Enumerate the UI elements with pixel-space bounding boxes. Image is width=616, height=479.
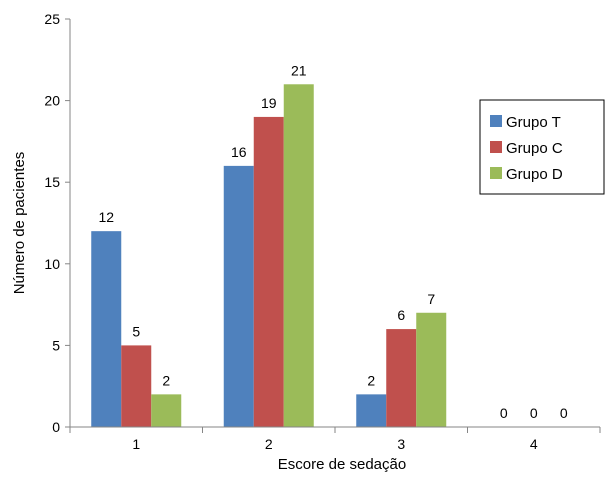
bar-grupo-d-2 [283,84,314,427]
x-axis-ticks: 1 2 3 4 [69,427,601,452]
data-label: 2 [367,372,375,388]
y-tick-label: 25 [44,11,60,27]
y-tick-label: 20 [44,93,60,109]
bar-grupo-t-3 [356,394,387,427]
bars-group: 12 5 2 16 19 21 2 6 7 0 0 0 [91,62,568,428]
data-label: 0 [500,405,508,421]
bar-grupo-t-1 [91,231,122,427]
data-label: 2 [162,372,170,388]
bar-grupo-d-3 [416,312,447,427]
legend-swatch [490,115,502,127]
legend-items: Grupo T Grupo C Grupo D [490,114,563,183]
legend-swatch [490,167,502,179]
x-tick-label: 3 [397,436,405,452]
data-label: 6 [397,307,405,323]
x-axis-label: Escore de sedação [278,456,406,473]
data-label: 0 [560,405,568,421]
x-tick-label: 1 [132,436,140,452]
bar-grupo-c-2 [253,116,284,428]
data-label: 21 [291,62,307,78]
y-tick-label: 10 [44,256,60,272]
x-tick-label: 2 [265,436,273,452]
data-label: 12 [98,209,114,225]
legend-label: Grupo D [506,166,563,183]
data-label: 5 [132,323,140,339]
bar-grupo-c-3 [386,329,417,427]
legend: Grupo T Grupo C Grupo D [479,99,605,195]
data-label: 19 [261,95,277,111]
y-axis-ticks: 0 5 10 15 20 25 [44,11,70,435]
legend-label: Grupo C [506,140,563,157]
data-label: 0 [530,405,538,421]
y-tick-label: 15 [44,174,60,190]
bar-grupo-t-2 [223,165,254,427]
legend-label: Grupo T [506,114,561,131]
y-tick-label: 0 [52,419,60,435]
y-axis-label: Número de pacientes [11,152,28,295]
bar-grupo-d-1 [151,394,182,427]
y-tick-label: 5 [52,337,60,353]
bar-grupo-c-1 [121,345,152,427]
data-label: 7 [427,291,435,307]
data-label: 16 [231,144,247,160]
x-tick-label: 4 [530,436,538,452]
legend-swatch [490,141,502,153]
